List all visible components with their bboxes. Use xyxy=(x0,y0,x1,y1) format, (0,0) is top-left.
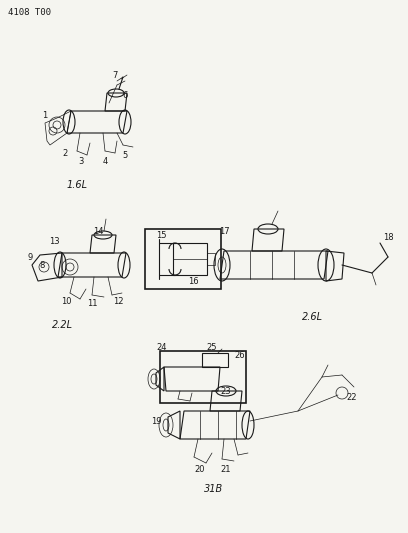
Text: 6: 6 xyxy=(122,91,128,100)
Text: 19: 19 xyxy=(151,416,161,425)
Text: 26: 26 xyxy=(235,351,245,359)
Bar xyxy=(173,243,207,275)
Bar xyxy=(160,351,246,403)
Text: 25: 25 xyxy=(207,343,217,351)
Text: 3: 3 xyxy=(78,157,84,166)
Text: 21: 21 xyxy=(221,464,231,473)
Text: 1: 1 xyxy=(42,110,48,119)
Text: 1.6L: 1.6L xyxy=(67,180,87,190)
Text: 13: 13 xyxy=(49,237,59,246)
Text: 4: 4 xyxy=(102,157,108,166)
Text: 18: 18 xyxy=(383,232,393,241)
Text: 2.2L: 2.2L xyxy=(51,320,73,330)
Text: 14: 14 xyxy=(93,227,103,236)
Text: 17: 17 xyxy=(219,227,229,236)
Text: 2: 2 xyxy=(62,149,68,157)
Text: 16: 16 xyxy=(188,277,198,286)
Text: 4108 T00: 4108 T00 xyxy=(8,8,51,17)
Text: 22: 22 xyxy=(347,392,357,401)
Text: 9: 9 xyxy=(27,253,33,262)
Text: 20: 20 xyxy=(195,464,205,473)
Text: 15: 15 xyxy=(156,230,166,239)
Bar xyxy=(145,229,221,289)
Text: 31B: 31B xyxy=(204,484,224,494)
Text: 23: 23 xyxy=(221,386,231,395)
Text: 7: 7 xyxy=(112,70,118,79)
Text: 5: 5 xyxy=(122,150,128,159)
Text: 12: 12 xyxy=(113,296,123,305)
Text: 11: 11 xyxy=(87,298,97,308)
Bar xyxy=(207,253,215,265)
Text: 10: 10 xyxy=(61,296,71,305)
Text: 8: 8 xyxy=(39,261,45,270)
Text: 2.6L: 2.6L xyxy=(302,312,322,322)
Text: 24: 24 xyxy=(157,343,167,351)
